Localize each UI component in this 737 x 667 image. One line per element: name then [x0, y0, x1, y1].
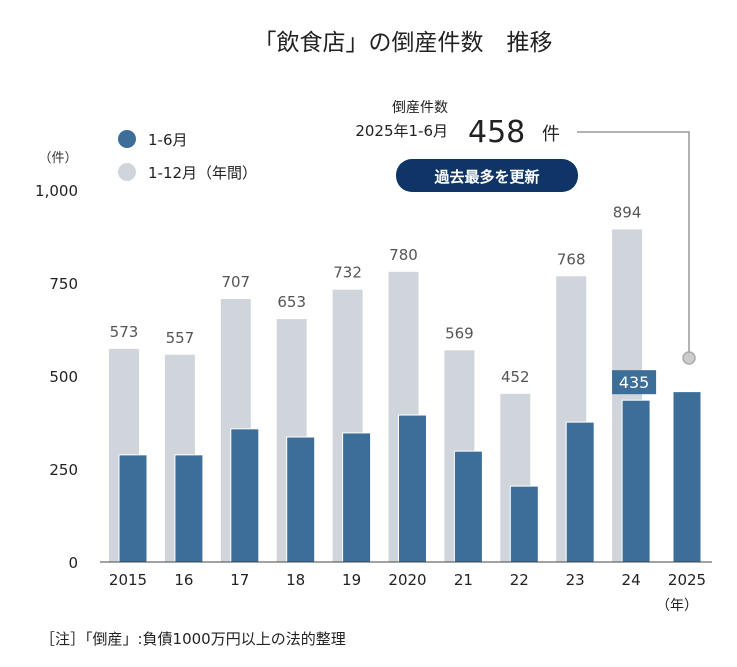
x-tick-label: 2015: [109, 571, 147, 589]
bar-annual-label: 452: [501, 368, 530, 386]
x-tick-label: 2020: [388, 571, 426, 589]
annotation-label-1: 倒産件数: [392, 100, 448, 116]
highlight-label: 435: [619, 373, 650, 392]
y-tick-label: 500: [49, 368, 78, 386]
legend-label-annual: 1-12月（年間）: [148, 164, 257, 182]
y-tick-label: 250: [49, 461, 78, 479]
record-badge-text: 過去最多を更新: [433, 168, 539, 186]
x-tick-label: 21: [454, 571, 473, 589]
x-tick-label: 18: [286, 571, 305, 589]
x-tick-label: 2025: [668, 571, 706, 589]
bar-h1: [621, 399, 651, 563]
legend-marker-h1: [118, 130, 136, 148]
bar-h1: [509, 485, 539, 563]
bar-annual-label: 653: [277, 293, 306, 311]
bar-h1: [672, 391, 702, 563]
bar-annual-label: 569: [445, 324, 474, 342]
highlight-label-box: [612, 370, 657, 395]
x-tick-label: 23: [566, 571, 585, 589]
annotation-marker: [682, 351, 696, 365]
bar-annual-label: 780: [389, 246, 418, 264]
bar-h1: [174, 454, 204, 563]
annotation-label-2: 2025年1-6月: [355, 122, 448, 140]
x-tick-label: 17: [230, 571, 249, 589]
bar-h1: [286, 436, 316, 563]
bar-h1: [230, 428, 260, 563]
annotation-unit: 件: [542, 124, 560, 145]
record-badge: [396, 159, 578, 192]
bar-h1: [342, 432, 372, 563]
bar-h1: [565, 421, 595, 563]
x-tick-label: 19: [342, 571, 361, 589]
bar-annual-label: 768: [557, 250, 586, 268]
chart-title: 「飲食店」の倒産件数 推移: [254, 30, 553, 56]
x-tick-label: 24: [622, 571, 641, 589]
y-tick-label: 0: [68, 554, 78, 572]
bar-annual-label: 732: [333, 264, 362, 282]
y-axis-label: （件）: [38, 151, 77, 166]
bar-annual-label: 707: [221, 273, 250, 291]
y-tick-label: 750: [49, 275, 78, 293]
x-tick-label: 16: [174, 571, 193, 589]
bar-annual-label: 557: [166, 329, 195, 347]
y-tick-label: 1,000: [35, 182, 78, 200]
bar-annual-label: 573: [110, 323, 139, 341]
bar-h1: [453, 450, 483, 563]
x-axis-unit: （年）: [656, 598, 698, 614]
x-tick-label: 22: [510, 571, 529, 589]
annotation-value: 458: [468, 115, 525, 150]
legend-marker-annual: [118, 163, 136, 181]
bar-annual-label: 894: [613, 203, 642, 221]
bar-h1: [398, 414, 427, 563]
annotation-leader-line: [577, 131, 690, 358]
legend: 1-6月 1-12月（年間）: [118, 130, 257, 182]
legend-label-h1: 1-6月: [148, 131, 188, 149]
footnote: ［注］「倒産」:負債1000万円以上の法的整理: [40, 630, 346, 648]
bar-h1: [118, 454, 148, 563]
annotation: 倒産件数 2025年1-6月 458 件 過去最多を更新: [355, 100, 696, 365]
